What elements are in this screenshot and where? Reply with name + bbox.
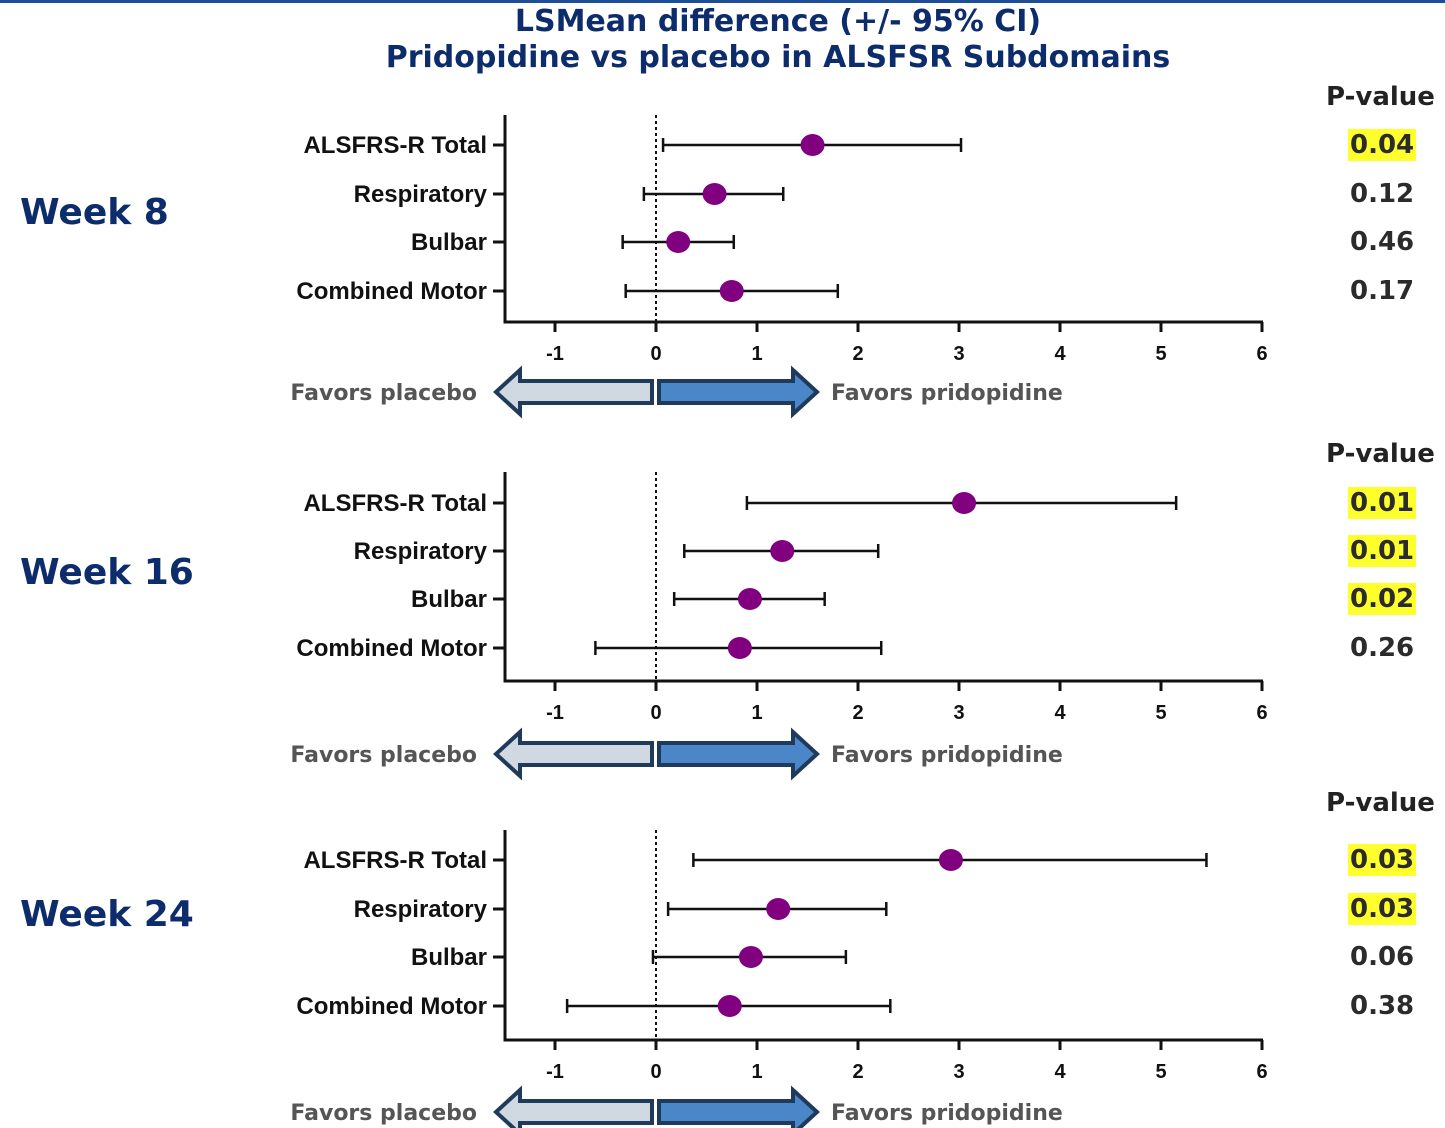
x-tick-label: 0 <box>650 343 661 365</box>
p-value: 0.04 <box>1348 129 1417 161</box>
chart-title-line1: LSMean difference (+/- 95% CI) <box>514 4 1042 39</box>
favors-pridopidine-label: Favors pridopidine <box>831 381 1063 406</box>
p-value: 0.01 <box>1348 535 1417 567</box>
x-tick-label: -1 <box>546 343 564 365</box>
category-label: ALSFRS-R Total <box>303 132 487 159</box>
forest-panel-2: -1 0 1 2 3 4 5 6 ALSFRS-R Total Respiratory Bulbar… <box>290 472 1268 781</box>
estimate-point <box>738 946 763 968</box>
category-label: Respiratory <box>354 181 488 208</box>
p-value: 0.02 <box>1348 583 1417 615</box>
estimate-point <box>666 231 691 253</box>
p-value: 0.12 <box>1350 179 1415 209</box>
week-16-label: Week 16 <box>20 552 194 593</box>
category-label: Respiratory <box>354 538 488 565</box>
estimate-point <box>800 134 825 156</box>
estimate-point <box>727 637 752 659</box>
arrow-left-icon <box>493 727 654 781</box>
p-value: 0.01 <box>1348 487 1417 519</box>
x-tick-label: 4 <box>1054 1061 1066 1083</box>
p-value: 0.17 <box>1350 276 1415 306</box>
category-label: Combined Motor <box>296 278 487 305</box>
p-value: 0.46 <box>1350 227 1415 257</box>
x-tick-label: 5 <box>1155 1061 1166 1083</box>
estimate-point <box>717 995 742 1017</box>
category-label: Bulbar <box>411 944 487 971</box>
x-tick-label: 6 <box>1256 702 1267 724</box>
p-value: 0.06 <box>1350 942 1415 972</box>
x-tick-label: 1 <box>751 702 762 724</box>
p-value: 0.38 <box>1350 991 1415 1021</box>
category-label: Bulbar <box>411 229 487 256</box>
p-value: 0.26 <box>1350 633 1415 663</box>
arrow-left-icon <box>493 1085 654 1128</box>
week-8-label: Week 8 <box>20 192 169 233</box>
category-label: ALSFRS-R Total <box>303 847 487 874</box>
category-label: Combined Motor <box>296 635 487 662</box>
x-tick-label: 4 <box>1054 343 1066 365</box>
estimate-point <box>719 280 744 302</box>
p-value: 0.03 <box>1348 893 1417 925</box>
estimate-point <box>766 898 791 920</box>
estimate-point <box>938 849 963 871</box>
pvalue-header-week-8: P-value <box>1326 82 1435 112</box>
estimate-point <box>952 492 977 514</box>
favors-placebo-label: Favors placebo <box>290 1101 477 1126</box>
arrow-right-icon <box>657 365 820 419</box>
p-value: 0.03 <box>1348 844 1417 876</box>
x-tick-label: 2 <box>852 1061 863 1083</box>
favors-placebo-label: Favors placebo <box>290 743 477 768</box>
favors-pridopidine-label: Favors pridopidine <box>831 1101 1063 1126</box>
category-label: ALSFRS-R Total <box>303 490 487 517</box>
x-tick-label: 3 <box>953 702 964 724</box>
x-tick-label: -1 <box>546 702 564 724</box>
chart-title: LSMean difference (+/- 95% CI) Pridopidi… <box>0 4 1445 76</box>
x-tick-label: 4 <box>1054 702 1066 724</box>
category-label: Respiratory <box>354 896 488 923</box>
x-tick-label: 5 <box>1155 702 1166 724</box>
x-tick-label: 0 <box>650 702 661 724</box>
x-tick-label: 6 <box>1256 1061 1267 1083</box>
arrow-right-icon <box>657 1085 820 1128</box>
arrow-right-icon <box>657 727 820 781</box>
category-label: Bulbar <box>411 586 487 613</box>
category-label: Combined Motor <box>296 993 487 1020</box>
x-tick-label: -1 <box>546 1061 564 1083</box>
arrow-left-icon <box>493 365 654 419</box>
pvalue-header-week-24: P-value <box>1326 788 1435 818</box>
top-rule <box>0 0 1445 3</box>
x-tick-label: 2 <box>852 343 863 365</box>
x-tick-label: 2 <box>852 702 863 724</box>
x-tick-label: 1 <box>751 1061 762 1083</box>
x-tick-label: 3 <box>953 1061 964 1083</box>
x-tick-label: 0 <box>650 1061 661 1083</box>
chart-title-line2: Pridopidine vs placebo in ALSFSR Subdoma… <box>385 40 1171 75</box>
estimate-point <box>737 588 762 610</box>
pvalue-header-week-16: P-value <box>1326 439 1435 469</box>
x-tick-label: 1 <box>751 343 762 365</box>
forest-panel-1: -1 0 1 2 3 4 5 6 ALSFRS-R Total Respiratory Bulbar… <box>290 115 1268 419</box>
x-tick-label: 6 <box>1256 343 1267 365</box>
favors-pridopidine-label: Favors pridopidine <box>831 743 1063 768</box>
favors-placebo-label: Favors placebo <box>290 381 477 406</box>
estimate-point <box>770 540 795 562</box>
x-tick-label: 3 <box>953 343 964 365</box>
x-tick-label: 5 <box>1155 343 1166 365</box>
week-24-label: Week 24 <box>20 894 194 935</box>
estimate-point <box>702 183 727 205</box>
forest-panel-3: -1 0 1 2 3 4 5 6 ALSFRS-R Total Respiratory Bulbar… <box>290 830 1268 1128</box>
